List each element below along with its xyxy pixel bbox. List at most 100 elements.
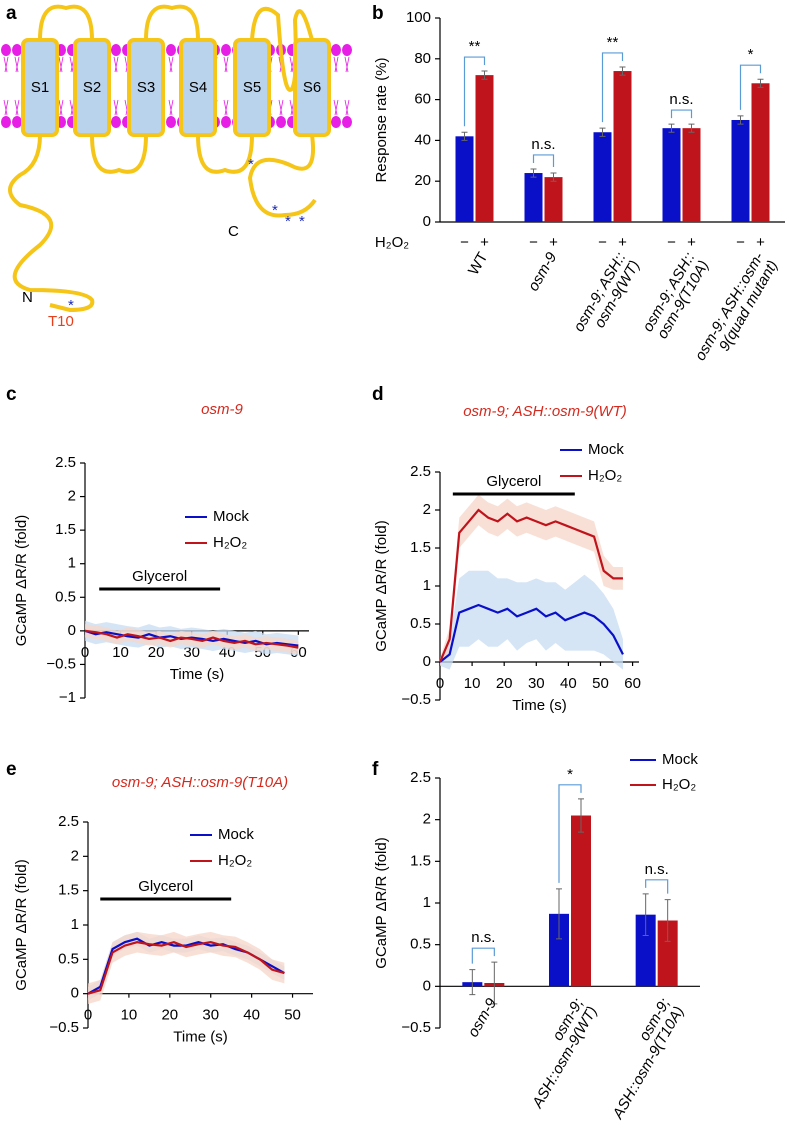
series-tick-label: + [687, 234, 696, 251]
line [439, 603, 624, 663]
line [84, 629, 299, 649]
series-tick-label: − [736, 234, 745, 251]
series-tick-label: − [598, 234, 607, 251]
y-tick-label: −0.5 [401, 1019, 431, 1036]
significance-label: n.s. [531, 136, 555, 153]
y-tick-label: 0.5 [410, 936, 431, 953]
lipid-tail [58, 56, 64, 116]
y-tick-label: −0.5 [46, 655, 76, 672]
panel-letter: c [6, 384, 17, 405]
y-tick-label: 2 [68, 488, 76, 505]
error-bar [469, 969, 476, 996]
lipid-head [342, 44, 352, 56]
lipid-head [166, 44, 176, 56]
bar [455, 136, 474, 222]
error-bar [668, 123, 675, 133]
helix [179, 38, 217, 137]
y-tick-label: 20 [414, 172, 431, 189]
series-tick-label: + [549, 234, 558, 251]
bar [635, 914, 656, 987]
significance-bracket [645, 879, 669, 894]
error-bar [599, 127, 606, 137]
lipid-head [221, 44, 231, 56]
helix [233, 38, 271, 137]
legend-label: H₂O₂ [662, 776, 696, 793]
significance-bracket [558, 784, 582, 883]
bar [571, 815, 591, 987]
y-tick-label: 0.5 [58, 950, 79, 967]
lipid-head [166, 116, 176, 128]
significance-bracket [463, 56, 486, 127]
y-tick-label: 2.5 [410, 463, 431, 480]
star: * [299, 213, 305, 230]
lipid-tail [223, 56, 229, 116]
x-tick-label: 50 [284, 1007, 301, 1024]
bar [524, 173, 543, 222]
lipid-tail [113, 56, 119, 116]
line [438, 508, 623, 663]
helix [73, 38, 111, 137]
x-tick-label: 50 [592, 675, 609, 692]
y-tick-label: 2 [423, 811, 431, 828]
bar [662, 128, 681, 222]
stimulus-label: Glycerol [132, 568, 187, 585]
error-bar [664, 899, 671, 942]
helix-label: S2 [83, 79, 101, 96]
lipid-tail [333, 56, 339, 116]
x-tick-label: 60 [624, 675, 641, 692]
x-tick-label: 40 [560, 675, 577, 692]
lipid-tail [3, 56, 9, 116]
y-tick-label: 0 [423, 213, 431, 230]
y-tick-label: 0.5 [55, 588, 76, 605]
chart-title: osm-9; ASH::osm-9(T10A) [112, 774, 288, 791]
legend-label: H₂O₂ [213, 534, 247, 551]
lipid-tail [168, 56, 174, 116]
bar [731, 120, 750, 222]
panel-letter: a [6, 3, 17, 24]
legend-label: Mock [213, 508, 249, 525]
panel-letter: e [6, 759, 17, 780]
x-tick-label: 20 [496, 675, 513, 692]
legend-title: H₂O₂ [375, 234, 409, 251]
y-tick-label: −1 [59, 689, 76, 706]
y-axis-label: GCaMP ΔR/R (fold) [13, 859, 30, 990]
x-tick-label: 20 [161, 1007, 178, 1024]
significance-bracket [471, 947, 495, 964]
y-tick-label: 80 [414, 50, 431, 67]
y-tick-label: 1.5 [55, 521, 76, 538]
lipid-tail [344, 56, 350, 116]
legend-label: H₂O₂ [218, 852, 252, 869]
x-tick-label: 0 [436, 675, 444, 692]
series-tick-label: + [756, 234, 765, 251]
lipid-head [331, 44, 341, 56]
lipid-head [1, 116, 11, 128]
y-tick-label: 1 [423, 894, 431, 911]
lipid-head [12, 44, 22, 56]
y-tick-label: 0 [423, 977, 431, 994]
y-tick-label: 1 [71, 916, 79, 933]
y-tick-label: 1.5 [410, 852, 431, 869]
x-tick-label: osm-9 [525, 249, 561, 294]
lipid-head [111, 44, 121, 56]
lipid-head [111, 116, 121, 128]
protein-backbone [38, 4, 317, 218]
helix-label: S1 [31, 79, 49, 96]
error-bar [491, 961, 498, 1005]
stimulus-label: Glycerol [138, 878, 193, 895]
y-axis-label: GCaMP ΔR/R (fold) [373, 520, 390, 651]
x-axis-label: Time (s) [173, 1029, 227, 1046]
bar [549, 913, 569, 987]
x-axis-label: Time (s) [512, 697, 566, 714]
panel-letter: d [372, 384, 384, 405]
lipid-tail [69, 56, 75, 116]
y-tick-label: −0.5 [401, 691, 431, 708]
y-tick-label: 1.5 [58, 882, 79, 899]
error-band [440, 494, 623, 666]
bar [682, 128, 701, 222]
series-tick-label: − [529, 234, 538, 251]
line [87, 941, 285, 995]
significance-label: ** [469, 38, 481, 55]
y-axis-label: GCaMP ΔR/R (fold) [13, 515, 30, 646]
error-bar [757, 78, 764, 88]
